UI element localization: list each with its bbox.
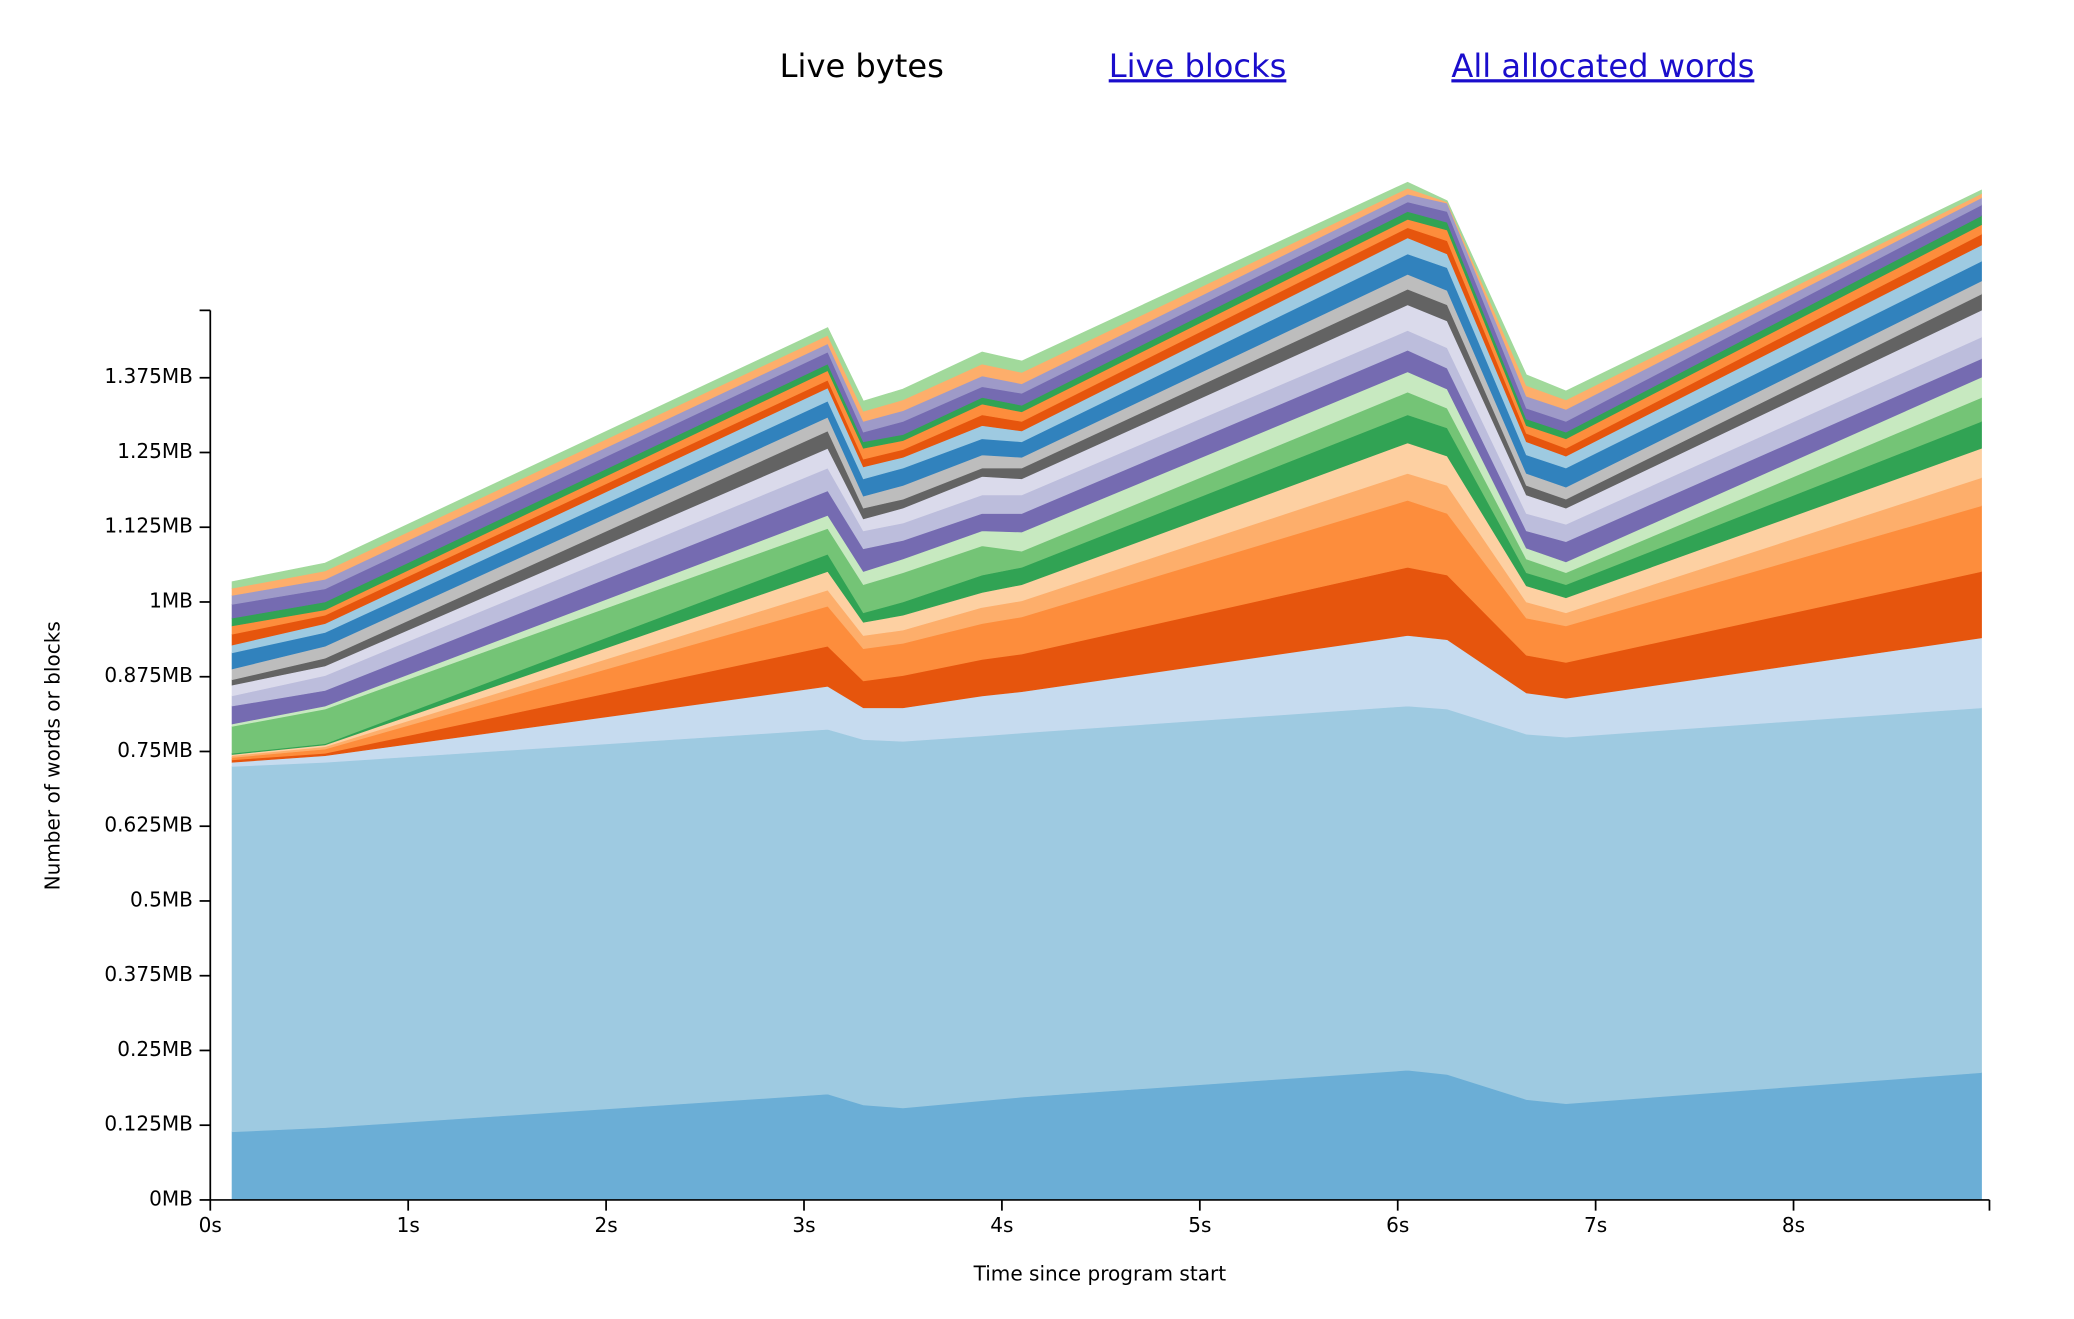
y-tick-label: 0.25MB — [117, 1037, 193, 1061]
x-tick-label: 6s — [1386, 1213, 1409, 1237]
tab-link[interactable]: All allocated words — [1451, 47, 1754, 85]
tab-link[interactable]: Live blocks — [1109, 47, 1287, 85]
area-layer — [231, 705, 1982, 1133]
x-tick-label: 0s — [199, 1213, 222, 1237]
area-layer — [231, 181, 1982, 589]
x-tick-label: 1s — [397, 1213, 420, 1237]
x-tick-label: 7s — [1584, 1213, 1607, 1237]
y-tick-label: 1.125MB — [104, 514, 192, 538]
x-tick-label: 2s — [594, 1213, 617, 1237]
x-tick-label: 8s — [1782, 1213, 1805, 1237]
y-tick-label: 1.375MB — [104, 364, 192, 388]
y-tick-label: 0.875MB — [104, 663, 192, 687]
x-tick-label: 3s — [792, 1213, 815, 1237]
y-axis-label: Number of words or blocks — [40, 621, 64, 890]
x-tick-label: 5s — [1188, 1213, 1211, 1237]
x-axis-label: Time since program start — [973, 1261, 1227, 1285]
y-tick-label: 1MB — [149, 588, 193, 612]
y-tick-label: 0.625MB — [104, 813, 192, 837]
y-tick-label: 0.375MB — [104, 962, 192, 986]
x-tick-label: 4s — [990, 1213, 1013, 1237]
y-tick-label: 1.25MB — [117, 439, 193, 463]
y-tick-label: 0.5MB — [130, 887, 193, 911]
y-tick-label: 0.125MB — [104, 1112, 192, 1136]
y-tick-label: 0MB — [149, 1186, 193, 1210]
tab-active: Live bytes — [780, 47, 944, 85]
y-tick-label: 0.75MB — [117, 738, 193, 762]
